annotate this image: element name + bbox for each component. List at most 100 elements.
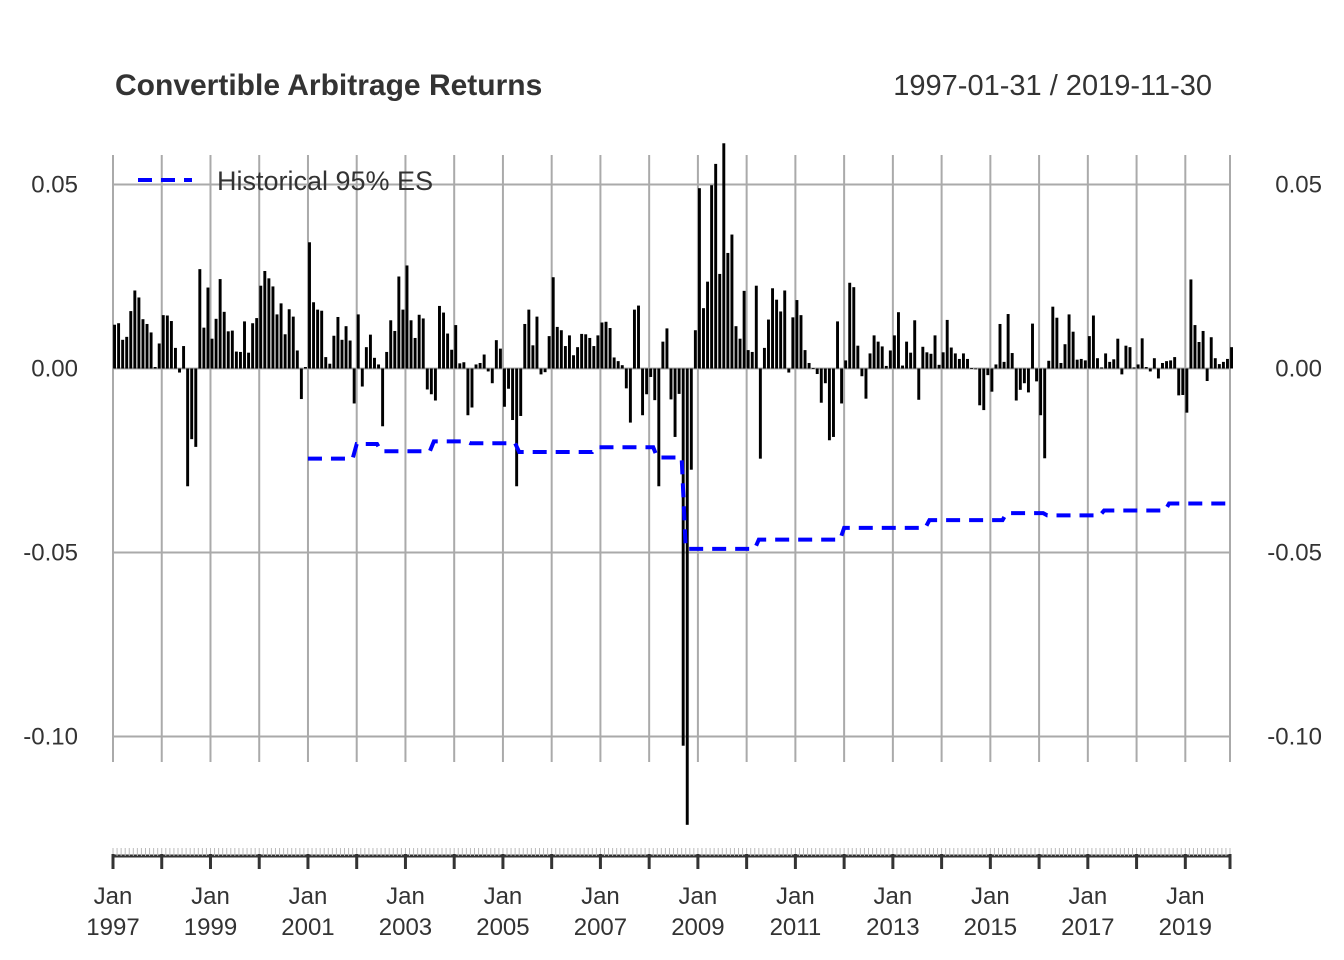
return-bar <box>486 368 490 372</box>
return-bar <box>697 188 701 369</box>
return-bar <box>409 320 413 369</box>
return-bar <box>628 368 632 423</box>
return-bar <box>592 346 596 369</box>
return-bar <box>450 349 454 369</box>
x-tick-month-label: Jan <box>1068 883 1107 910</box>
return-bar <box>515 368 519 487</box>
return-bar <box>373 357 376 369</box>
x-tick-month-label: Jan <box>874 883 913 910</box>
return-bar <box>632 309 636 369</box>
return-bar <box>1022 368 1026 384</box>
return-bar <box>113 324 116 369</box>
return-bar <box>1120 368 1124 375</box>
return-bar <box>405 265 409 369</box>
return-bar <box>771 288 775 369</box>
return-bar <box>381 368 385 427</box>
return-bar <box>238 351 242 369</box>
return-bars <box>113 143 1233 825</box>
return-bar <box>734 326 738 369</box>
return-bar <box>779 311 783 369</box>
return-bar <box>336 316 340 369</box>
return-bar <box>214 318 218 369</box>
return-bar <box>490 368 494 384</box>
return-bar <box>783 290 787 369</box>
return-bar <box>507 368 510 389</box>
x-tick-year-label: 1999 <box>184 914 237 941</box>
x-tick-year-label: 2001 <box>281 914 334 941</box>
return-bar <box>563 346 567 369</box>
return-bar <box>393 330 397 369</box>
return-bar <box>417 314 421 369</box>
return-bar <box>377 364 381 369</box>
es-line <box>307 439 1226 551</box>
return-bar <box>641 368 645 416</box>
return-bar <box>848 282 852 369</box>
return-bar <box>267 278 271 369</box>
return-bar <box>706 281 710 369</box>
return-bar <box>397 276 401 369</box>
return-bar <box>953 353 957 369</box>
return-bar <box>762 347 766 369</box>
grid-lines <box>112 155 1231 762</box>
return-bar <box>795 300 799 369</box>
legend-es-label: Historical 95% ES <box>217 166 433 196</box>
return-bar <box>665 328 669 369</box>
return-bar <box>896 312 900 369</box>
return-bar <box>1018 368 1022 390</box>
return-bar <box>1128 347 1132 369</box>
return-bar <box>868 353 872 369</box>
return-bar <box>539 368 543 375</box>
return-bar <box>1035 368 1039 382</box>
return-bar <box>194 368 198 447</box>
return-bar <box>722 143 726 369</box>
x-tick-year-label: 2005 <box>476 914 529 941</box>
x-tick-month-label: Jan <box>94 883 133 910</box>
return-bar <box>945 319 949 369</box>
return-bar <box>1108 361 1112 369</box>
return-bar <box>884 365 888 369</box>
return-bar <box>612 357 616 369</box>
return-bar <box>535 316 539 369</box>
return-bar <box>328 363 332 369</box>
return-bar <box>1213 358 1217 369</box>
return-bar <box>308 242 311 369</box>
return-bar <box>1181 368 1185 395</box>
return-bar <box>966 358 969 369</box>
return-bar <box>864 368 868 399</box>
return-bar <box>438 305 441 369</box>
y-tick-label-right: -0.05 <box>1267 540 1322 567</box>
return-bar <box>608 328 612 369</box>
return-bar <box>856 345 860 369</box>
return-bar <box>494 340 498 369</box>
return-bar <box>117 323 121 369</box>
return-bar <box>1063 344 1067 369</box>
return-bar <box>982 368 986 411</box>
return-bar <box>1221 361 1225 369</box>
return-bar <box>1205 368 1209 382</box>
return-bar <box>368 334 372 369</box>
y-tick-label-right: 0.05 <box>1275 172 1322 199</box>
return-bar <box>243 321 246 369</box>
x-tick-month-label: Jan <box>971 883 1010 910</box>
return-bar <box>332 335 336 369</box>
return-bar <box>360 368 364 387</box>
x-tick-year-label: 2009 <box>671 914 724 941</box>
return-bar <box>637 305 640 369</box>
return-bar <box>316 309 320 369</box>
return-bar <box>559 330 563 369</box>
return-bar <box>1071 331 1075 369</box>
return-bar <box>645 368 649 395</box>
x-tick-month-label: Jan <box>386 883 425 910</box>
x-tick-month-label: Jan <box>581 883 620 910</box>
return-bar <box>279 303 283 369</box>
return-bar <box>1116 338 1120 369</box>
return-bar <box>312 302 316 369</box>
return-bar <box>689 368 693 470</box>
return-bar <box>616 361 620 369</box>
return-bar <box>141 319 145 369</box>
return-bar <box>949 347 953 369</box>
return-bar <box>275 314 279 369</box>
return-bar <box>1051 306 1055 369</box>
return-bar <box>567 335 571 369</box>
x-tick-month-label: Jan <box>776 883 815 910</box>
